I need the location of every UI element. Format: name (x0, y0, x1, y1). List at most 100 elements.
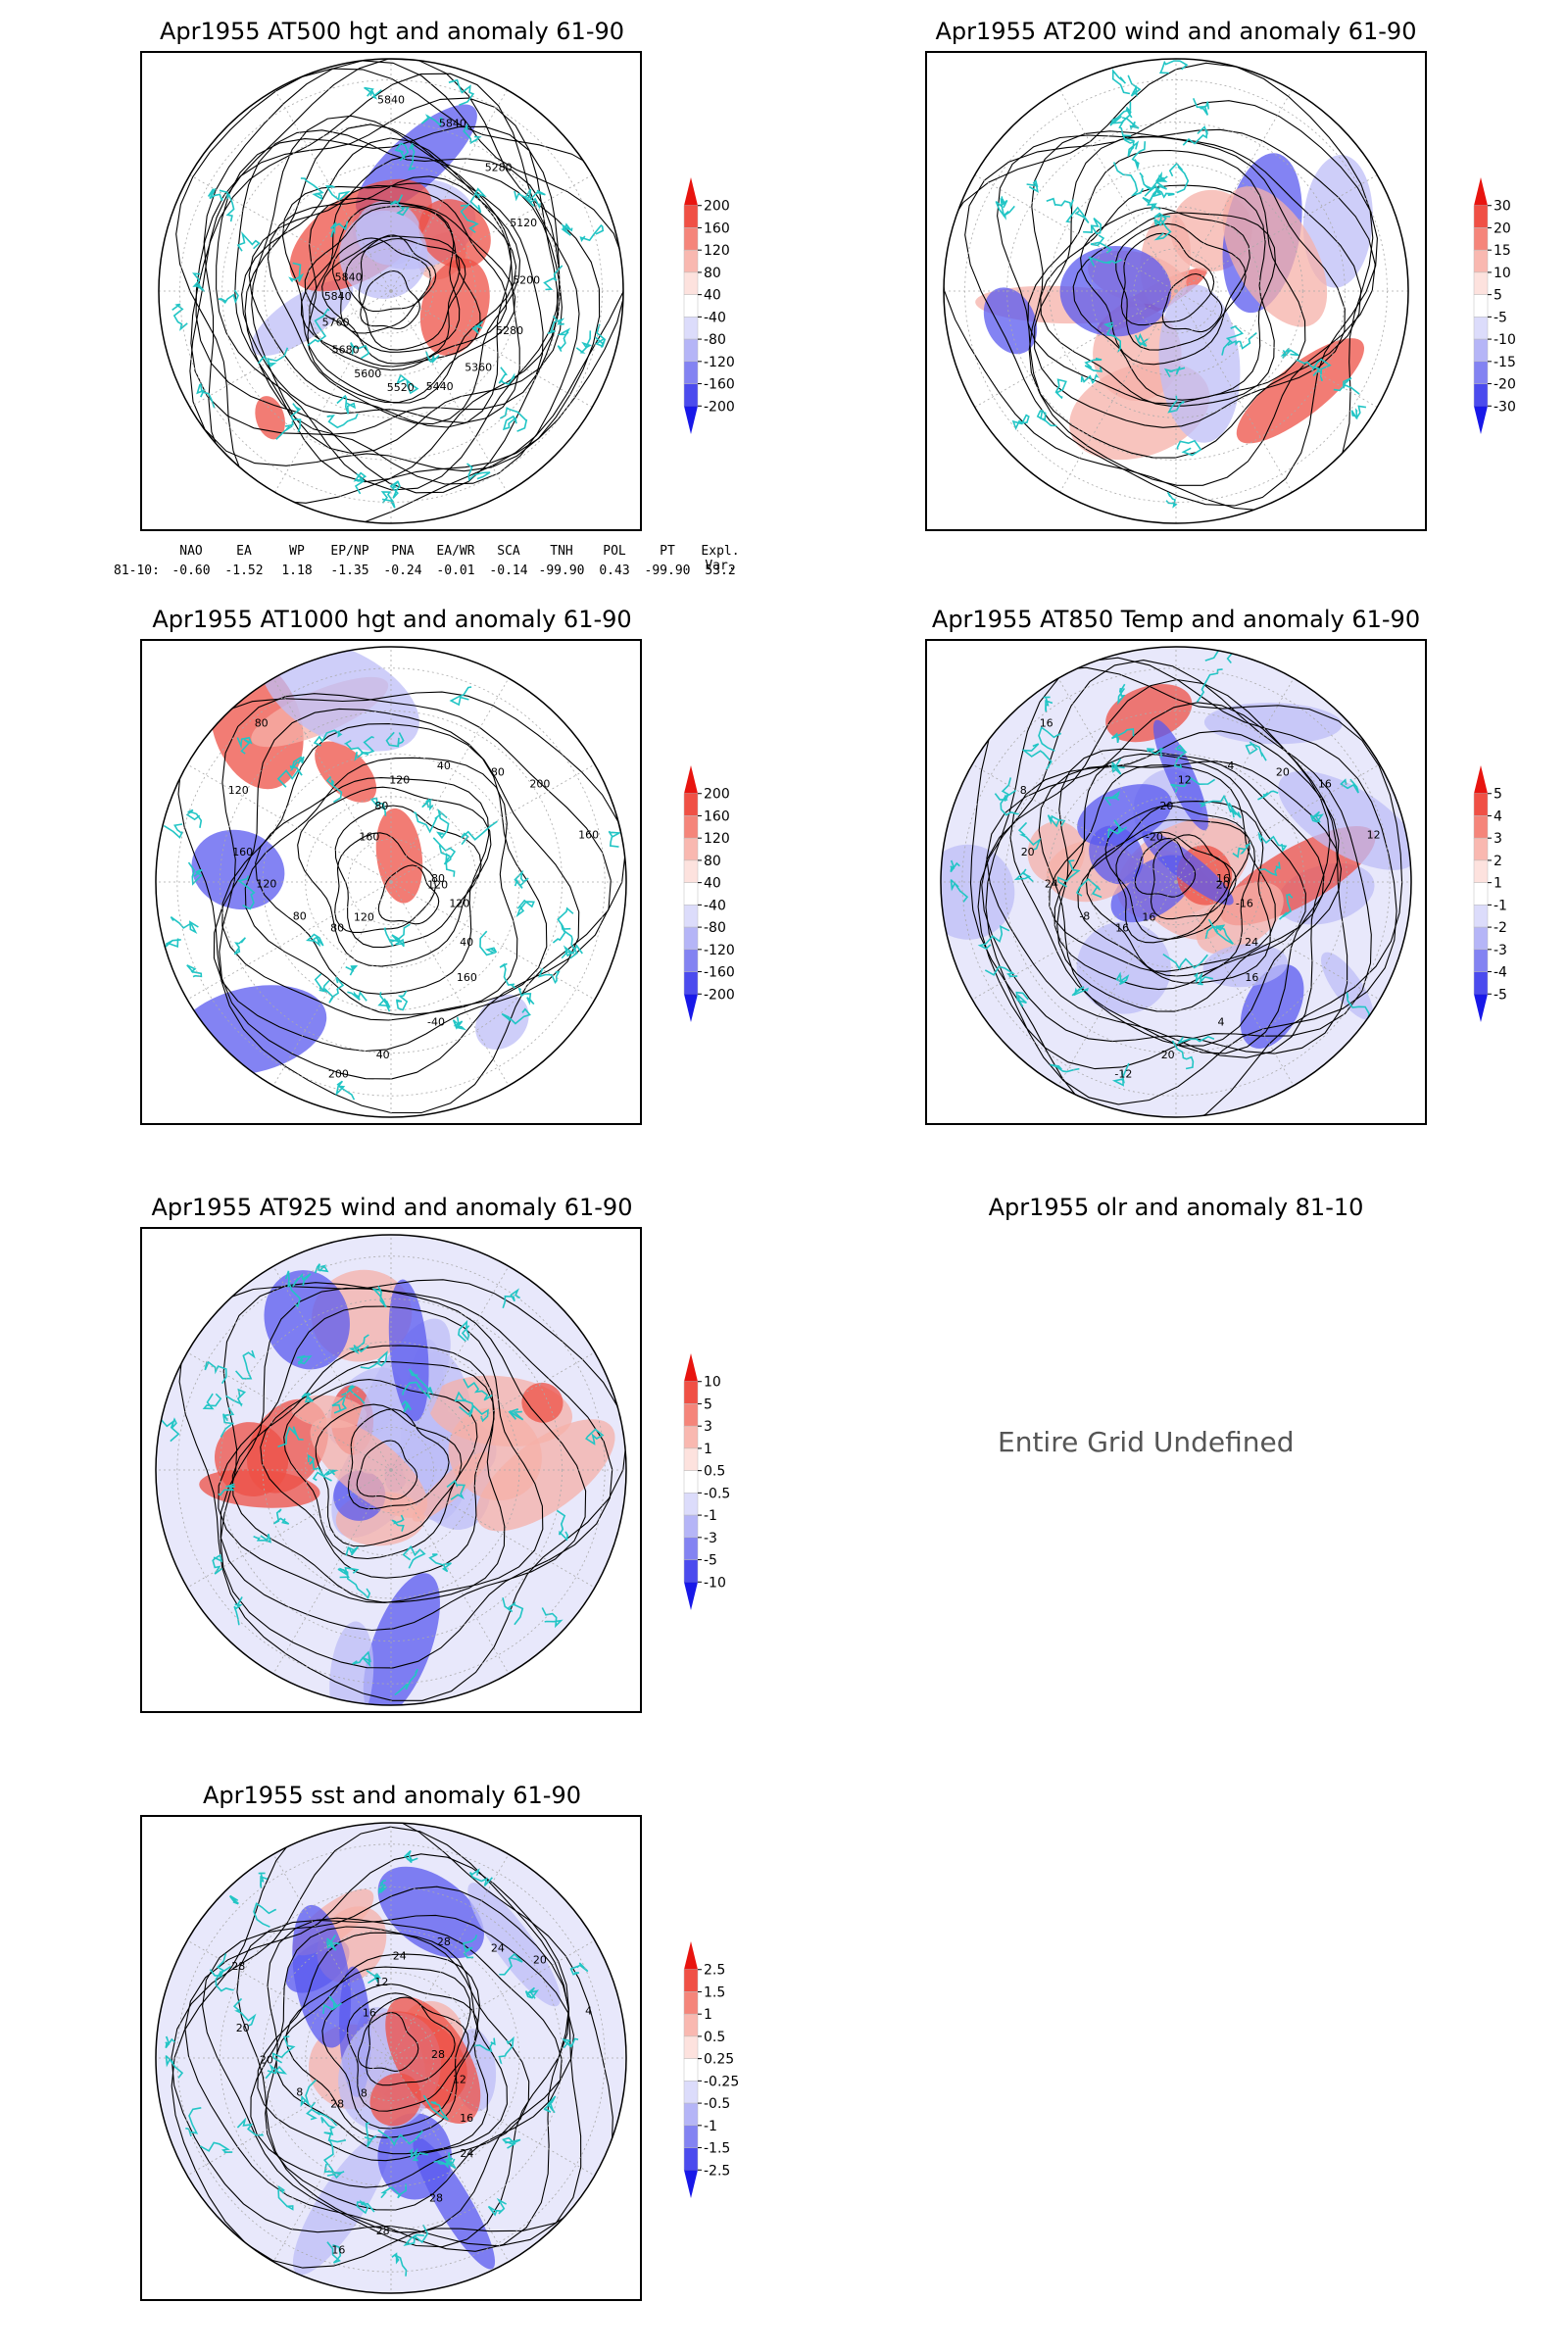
warm-anomaly (475, 1419, 615, 1532)
coastline (608, 830, 622, 848)
coastline (538, 967, 561, 984)
streamline (964, 100, 1378, 507)
coastline (1154, 171, 1168, 190)
coastline (501, 1007, 531, 1025)
contour-label: 5840 (335, 270, 363, 283)
meridian (390, 1853, 510, 2059)
coastline (409, 2147, 428, 2162)
coastline (271, 2035, 296, 2064)
cool-anomaly (264, 1270, 350, 1370)
coastline (579, 223, 605, 243)
coastline (313, 729, 343, 747)
contour-line (357, 2012, 419, 2072)
coastline (207, 187, 223, 202)
coastline (1083, 218, 1102, 235)
colorbar-label: 0.5 (704, 1464, 725, 1480)
colorbar-swatch (1473, 859, 1489, 883)
coastline (408, 1368, 434, 1396)
contour-label: 8 (361, 2086, 368, 2099)
index-header: NAO (179, 544, 203, 559)
coastline (326, 413, 359, 429)
coastline (235, 1349, 256, 1380)
coastline (341, 1385, 366, 1404)
coastline (377, 2129, 423, 2147)
colorbar-label: -160 (704, 965, 735, 981)
coastline (1090, 234, 1113, 254)
colorbar-p3: 200 160 120 80 40 -40 -80 -120 -160 -200 (674, 760, 792, 1038)
coastline (1167, 395, 1185, 414)
coastline (1346, 992, 1371, 1023)
coastline (326, 2241, 342, 2264)
contour-label: 16 (331, 2243, 345, 2256)
coastline (473, 2037, 496, 2053)
coastline (371, 1286, 387, 1308)
coastline (253, 1902, 277, 1928)
coastline (380, 491, 396, 509)
colorbar-swatch (683, 2102, 699, 2127)
streamline (1080, 207, 1250, 366)
coastline (438, 845, 456, 877)
streamline (283, 1379, 478, 1560)
coastline (209, 1953, 227, 1978)
coastline (391, 2252, 408, 2277)
contour-label: 80 (330, 921, 344, 934)
contour-line (307, 197, 516, 404)
contour-line (250, 1926, 530, 2188)
contour-line (334, 832, 436, 933)
meridian (390, 881, 596, 1001)
coastline (1110, 727, 1135, 744)
coastline (541, 1607, 564, 1629)
colorbar-label: -2 (1494, 920, 1507, 936)
coastline (524, 1986, 539, 1999)
cool-anomaly (1321, 952, 1373, 1020)
contour-label: 80 (293, 910, 307, 923)
coastline (369, 797, 387, 816)
colorbar-swatch (1473, 338, 1489, 363)
map-p7: 28 28 24 24 20 20 16 16 12 8 28 28 28 4 8 12 16 20 24 28 (155, 1822, 627, 2294)
contour-line (190, 73, 580, 485)
coastline (320, 2116, 336, 2142)
coastline (220, 1406, 235, 1438)
index-header: WP (289, 544, 305, 559)
contour-label: 40 (376, 1049, 390, 1061)
coastline (1026, 178, 1039, 193)
cool-anomaly (377, 2113, 452, 2200)
contour-line (234, 129, 561, 483)
contour-line (358, 234, 437, 313)
index-value: -0.01 (436, 564, 475, 578)
coastline (448, 78, 475, 107)
contour-line (171, 1823, 613, 2269)
colorbar-label: -160 (704, 377, 735, 393)
contour-label: 5440 (426, 380, 454, 393)
contour-label: 16 (1115, 921, 1129, 934)
coastline (575, 330, 592, 354)
contour-line (977, 660, 1372, 1070)
colorbar-swatch (684, 1941, 698, 1970)
coastline (984, 965, 1018, 978)
coastline (300, 177, 324, 201)
coastline (277, 1426, 304, 1447)
index-header: Expl. Var. (701, 544, 740, 573)
contour-label: 20 (1276, 766, 1290, 779)
coastline (1228, 802, 1242, 818)
coastline (170, 916, 199, 935)
map-boundary (155, 646, 627, 1118)
contour-label: 16 (1245, 971, 1258, 984)
coastline (202, 1393, 222, 1410)
contour-line (360, 270, 420, 330)
colorbar-label: -1.5 (704, 2141, 730, 2157)
colorbar-swatch (683, 905, 699, 928)
latitude-circle (1090, 796, 1262, 968)
colorbar-swatch (1473, 205, 1489, 228)
contour-line (221, 723, 548, 1021)
coastline (1147, 748, 1165, 758)
colorbar-label: 5 (704, 1396, 712, 1412)
coastline (172, 303, 188, 331)
map-p2 (943, 58, 1409, 524)
panel-title-p6: Apr1955 olr and anomaly 81-10 (988, 1194, 1364, 1221)
map-p5 (155, 1234, 627, 1706)
coastline (353, 471, 368, 495)
index-header: PNA (391, 544, 415, 559)
colorbar-swatch (1473, 882, 1489, 906)
colorbar-swatch (683, 2125, 699, 2148)
